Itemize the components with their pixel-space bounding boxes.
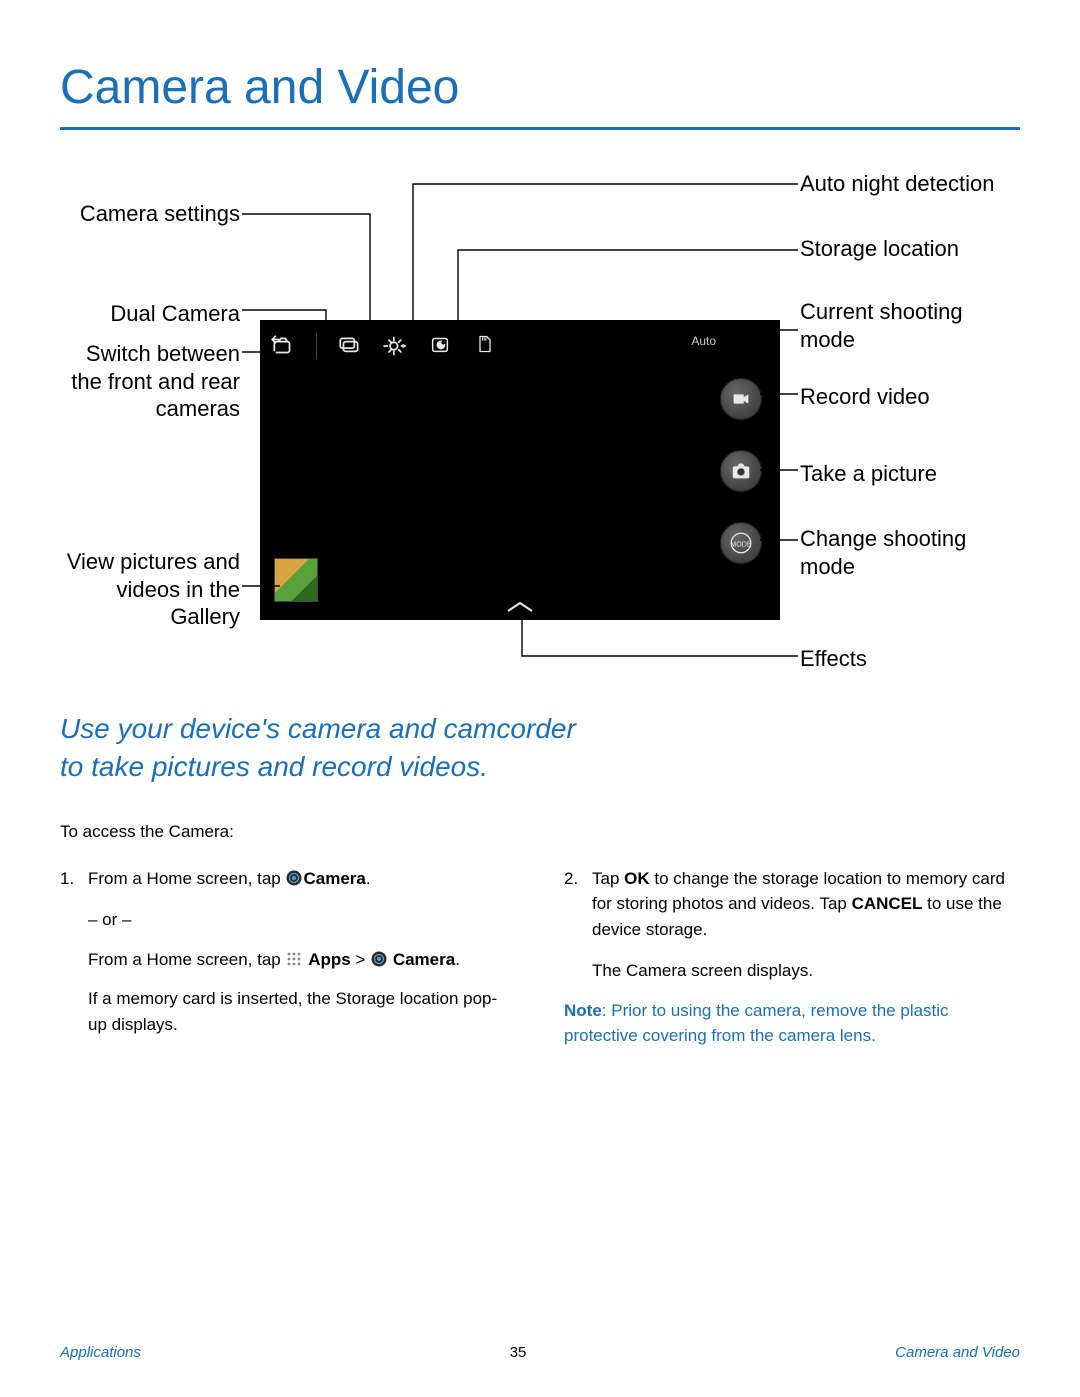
camera-icon [730, 460, 752, 482]
page: Camera and Video Camera settings Dual Ca… [0, 0, 1080, 1397]
footer: Applications 35 Camera and Video [60, 1344, 1020, 1361]
note-label: Note [564, 1001, 602, 1020]
mode-text: Auto [691, 334, 716, 348]
text: . [366, 869, 371, 888]
page-title: Camera and Video [60, 60, 1020, 115]
step-1b: From a Home screen, tap Apps > Camera. [88, 947, 516, 973]
dual-camera-icon [337, 333, 363, 359]
step-1: 1. From a Home screen, tap Camera. [60, 866, 516, 892]
text-bold: OK [624, 869, 650, 888]
col-right: 2. Tap OK to change the storage location… [564, 866, 1020, 1052]
text-bold: CANCEL [852, 894, 923, 913]
footer-page: 35 [510, 1344, 527, 1361]
text: From a Home screen, tap [88, 869, 285, 888]
effects-chevron-icon[interactable] [506, 600, 534, 612]
text: From a Home screen, tap [88, 950, 285, 969]
night-icon [429, 333, 455, 359]
label-camera-settings: Camera settings [60, 200, 240, 228]
columns: 1. From a Home screen, tap Camera. – or … [60, 866, 1020, 1052]
mode-button[interactable]: MODE [720, 522, 762, 564]
label-auto-night: Auto night detection [800, 170, 1020, 198]
note-label-text: Note [564, 1001, 602, 1020]
shutter-button[interactable] [720, 450, 762, 492]
step-2b: The Camera screen displays. [592, 958, 1020, 984]
text-bold: Camera [393, 950, 455, 969]
note: Note: Prior to using the camera, remove … [564, 998, 1020, 1049]
diagram: Camera settings Dual Camera Switch betwe… [60, 170, 1020, 690]
note-text: : Prior to using the camera, remove the … [564, 1001, 949, 1046]
label-dual-camera: Dual Camera [60, 300, 240, 328]
mode-icon: MODE [728, 530, 754, 556]
footer-right: Camera and Video [895, 1344, 1020, 1361]
apps-icon [286, 949, 302, 965]
or-text: – or – [88, 907, 516, 933]
camera-app-icon [371, 949, 387, 965]
step-body: Tap OK to change the storage location to… [592, 866, 1020, 943]
step-2: 2. Tap OK to change the storage location… [564, 866, 1020, 943]
intro-text: Use your device's camera and camcorder t… [60, 710, 580, 786]
topbar-divider [316, 333, 317, 359]
label-current-mode: Current shooting mode [800, 298, 1020, 353]
storage-icon [475, 333, 501, 359]
step-1c: If a memory card is inserted, the Storag… [88, 986, 516, 1037]
label-switch-cameras: Switch between the front and rear camera… [60, 340, 240, 423]
camera-app-icon [286, 868, 302, 884]
label-take-picture: Take a picture [800, 460, 1020, 488]
access-heading: To access the Camera: [60, 822, 1020, 842]
svg-text:MODE: MODE [730, 541, 751, 548]
camera-screenshot: Auto MODE [260, 320, 780, 620]
title-rule [60, 127, 1020, 130]
label-storage: Storage location [800, 235, 1020, 263]
label-change-mode: Change shooting mode [800, 525, 1020, 580]
settings-icon [383, 333, 409, 359]
text: > [351, 950, 370, 969]
footer-left: Applications [60, 1344, 141, 1361]
record-button[interactable] [720, 378, 762, 420]
text: Tap [592, 869, 624, 888]
step-number: 2. [564, 866, 582, 943]
label-effects: Effects [800, 645, 1020, 673]
col-left: 1. From a Home screen, tap Camera. – or … [60, 866, 516, 1052]
text-bold: Camera [303, 869, 365, 888]
step-number: 1. [60, 866, 78, 892]
label-gallery: View pictures and videos in the Gallery [60, 548, 240, 631]
gallery-thumb[interactable] [274, 558, 318, 602]
text-bold: Apps [308, 950, 351, 969]
step-body: From a Home screen, tap Camera. [88, 866, 516, 892]
label-record: Record video [800, 383, 1020, 411]
video-icon [730, 388, 752, 410]
text: . [455, 950, 460, 969]
switch-camera-icon [270, 333, 296, 359]
